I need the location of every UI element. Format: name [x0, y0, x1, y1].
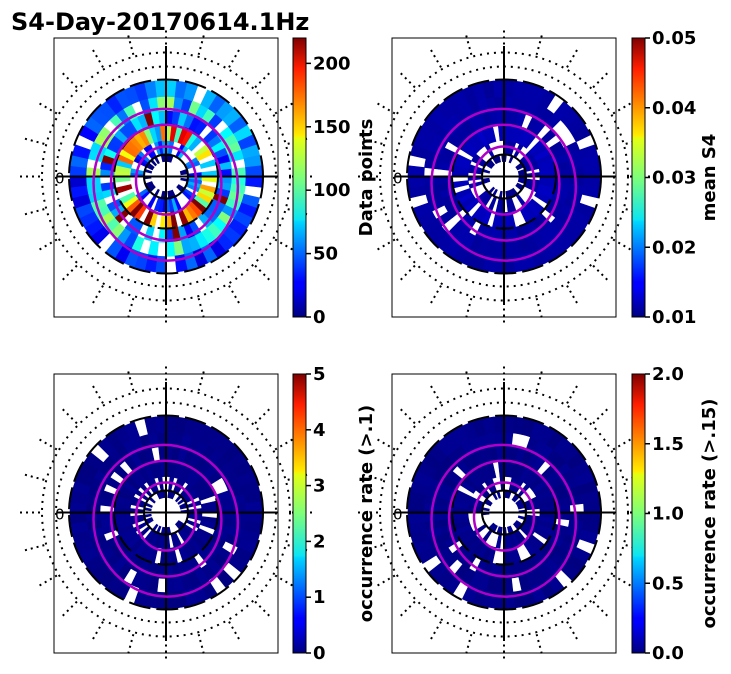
magnetic-contour [447, 123, 561, 242]
panel-4: 0 0.0 0.5 1.0 1.5 2.0 occurrence rate (>.15) [358, 364, 720, 664]
heatmap-cell [245, 176, 263, 188]
heatmap-cell [231, 167, 247, 177]
heatmap-cell [407, 512, 425, 524]
heatmap-cell [154, 416, 167, 434]
colorbar-tick-label: 4 [313, 420, 326, 441]
radial-tick [24, 473, 45, 481]
colorbar-tick-label: 1.0 [652, 504, 684, 525]
heatmap-cell [492, 416, 505, 434]
colorbar-tick-label: 100 [313, 180, 351, 201]
colorbar-tick-label: 0.01 [652, 307, 696, 328]
heatmap-cell [245, 165, 263, 177]
heatmap-cell [165, 577, 176, 593]
colorbar [631, 37, 646, 318]
colorbar-tick-label: 150 [313, 117, 351, 138]
heatmap-cell [69, 176, 87, 188]
heatmap-cell [503, 241, 514, 257]
heatmap-cell [158, 446, 167, 462]
magnetic-contour [430, 443, 578, 598]
magnetic-contour [109, 459, 223, 578]
heatmap-cell [245, 501, 263, 513]
heatmap-cell [496, 110, 505, 126]
heatmap-cell [154, 80, 167, 98]
heatmap-cell [231, 503, 247, 513]
colorbar-tick-label: 200 [313, 53, 351, 74]
colorbar-label: occurrence rate (>.15) [699, 399, 720, 629]
colorbar-tick-label: 3 [313, 476, 326, 497]
heatmap-cell [579, 529, 598, 545]
magnetic-contour [92, 107, 240, 262]
side-label: 0 [393, 506, 403, 524]
latitude-circle-dotted [41, 51, 291, 302]
colorbar-tick-label: 0.04 [652, 98, 696, 119]
heatmap-cell [428, 561, 448, 581]
magnetic-contour [472, 481, 536, 552]
colorbar-tick-label: 0 [313, 307, 326, 328]
colorbar-tick-label: 1 [313, 587, 326, 608]
radial-tick [24, 137, 45, 145]
heatmap-cell [84, 452, 104, 471]
latitude-circle-dotted [379, 387, 629, 638]
colorbar-tick-label: 50 [313, 244, 338, 265]
heatmap-cell [503, 591, 516, 609]
heatmap-cell [496, 446, 505, 462]
heatmap-cell [538, 89, 556, 110]
colorbar-tick-label: 0.02 [652, 237, 696, 258]
magnetic-contour [109, 123, 223, 242]
heatmap-cell [503, 255, 516, 273]
latitude-circle-dotted [379, 51, 629, 302]
colorbar-tick-label: 0.03 [652, 168, 696, 189]
heatmap-cell [183, 82, 199, 102]
colorbar-tick-label: 1.5 [652, 434, 684, 455]
radial-tick [24, 208, 45, 216]
panel-1: 0 0 50 100 150 200 Data points [20, 30, 377, 328]
colorbar-tick-label: 2 [313, 531, 326, 552]
colorbar [631, 373, 646, 654]
colorbar-label: occurrence rate (>.1) [356, 405, 377, 622]
heatmap-cell [555, 512, 571, 521]
heatmap-cell [569, 167, 585, 177]
heatmap-cell [123, 421, 140, 441]
colorbar-tick-label: 5 [313, 364, 326, 385]
heatmap-cell [583, 501, 601, 513]
magnetic-contour [430, 107, 578, 262]
heatmap-cell [571, 125, 591, 143]
side-label: 0 [393, 170, 403, 188]
side-label: 0 [55, 506, 65, 524]
heatmap-cell [503, 577, 514, 593]
magnetic-contour [92, 443, 240, 598]
colorbar [292, 373, 307, 654]
panel-2: 0 0.01 0.02 0.03 0.04 0.05 mean S4 [358, 28, 720, 328]
latitude-circle-dotted [41, 387, 291, 638]
colorbar-label: mean S4 [699, 134, 720, 222]
heatmap-cell [69, 512, 87, 524]
colorbar-tick-label: 0.05 [652, 28, 696, 49]
colorbar-tick-label: 0.0 [652, 643, 684, 664]
heatmap-cell [407, 176, 425, 188]
magnetic-contour [472, 145, 536, 216]
magnetic-contour [134, 145, 198, 216]
heatmap-cell [407, 165, 425, 177]
side-label: 0 [55, 170, 65, 188]
heatmap-cell [492, 80, 505, 98]
panel-3: 0 0 1 2 3 4 5 occurrence rate (>.1) [20, 364, 377, 664]
magnetic-contour [447, 459, 561, 578]
colorbar-tick-label: 0 [313, 643, 326, 664]
colorbar-label: Data points [356, 119, 377, 237]
figure-title: S4-Day-20170614.1Hz [11, 8, 309, 36]
radial-tick [24, 544, 45, 552]
heatmap-cell [228, 554, 248, 573]
colorbar-tick-label: 0.5 [652, 573, 684, 594]
heatmap-cell [583, 165, 601, 177]
colorbar-tick-label: 2.0 [652, 364, 684, 385]
heatmap-cell [165, 591, 178, 609]
magnetic-contour [134, 481, 198, 552]
heatmap-cell [158, 110, 167, 126]
heatmap-cell [165, 241, 176, 257]
colorbar [292, 37, 307, 318]
